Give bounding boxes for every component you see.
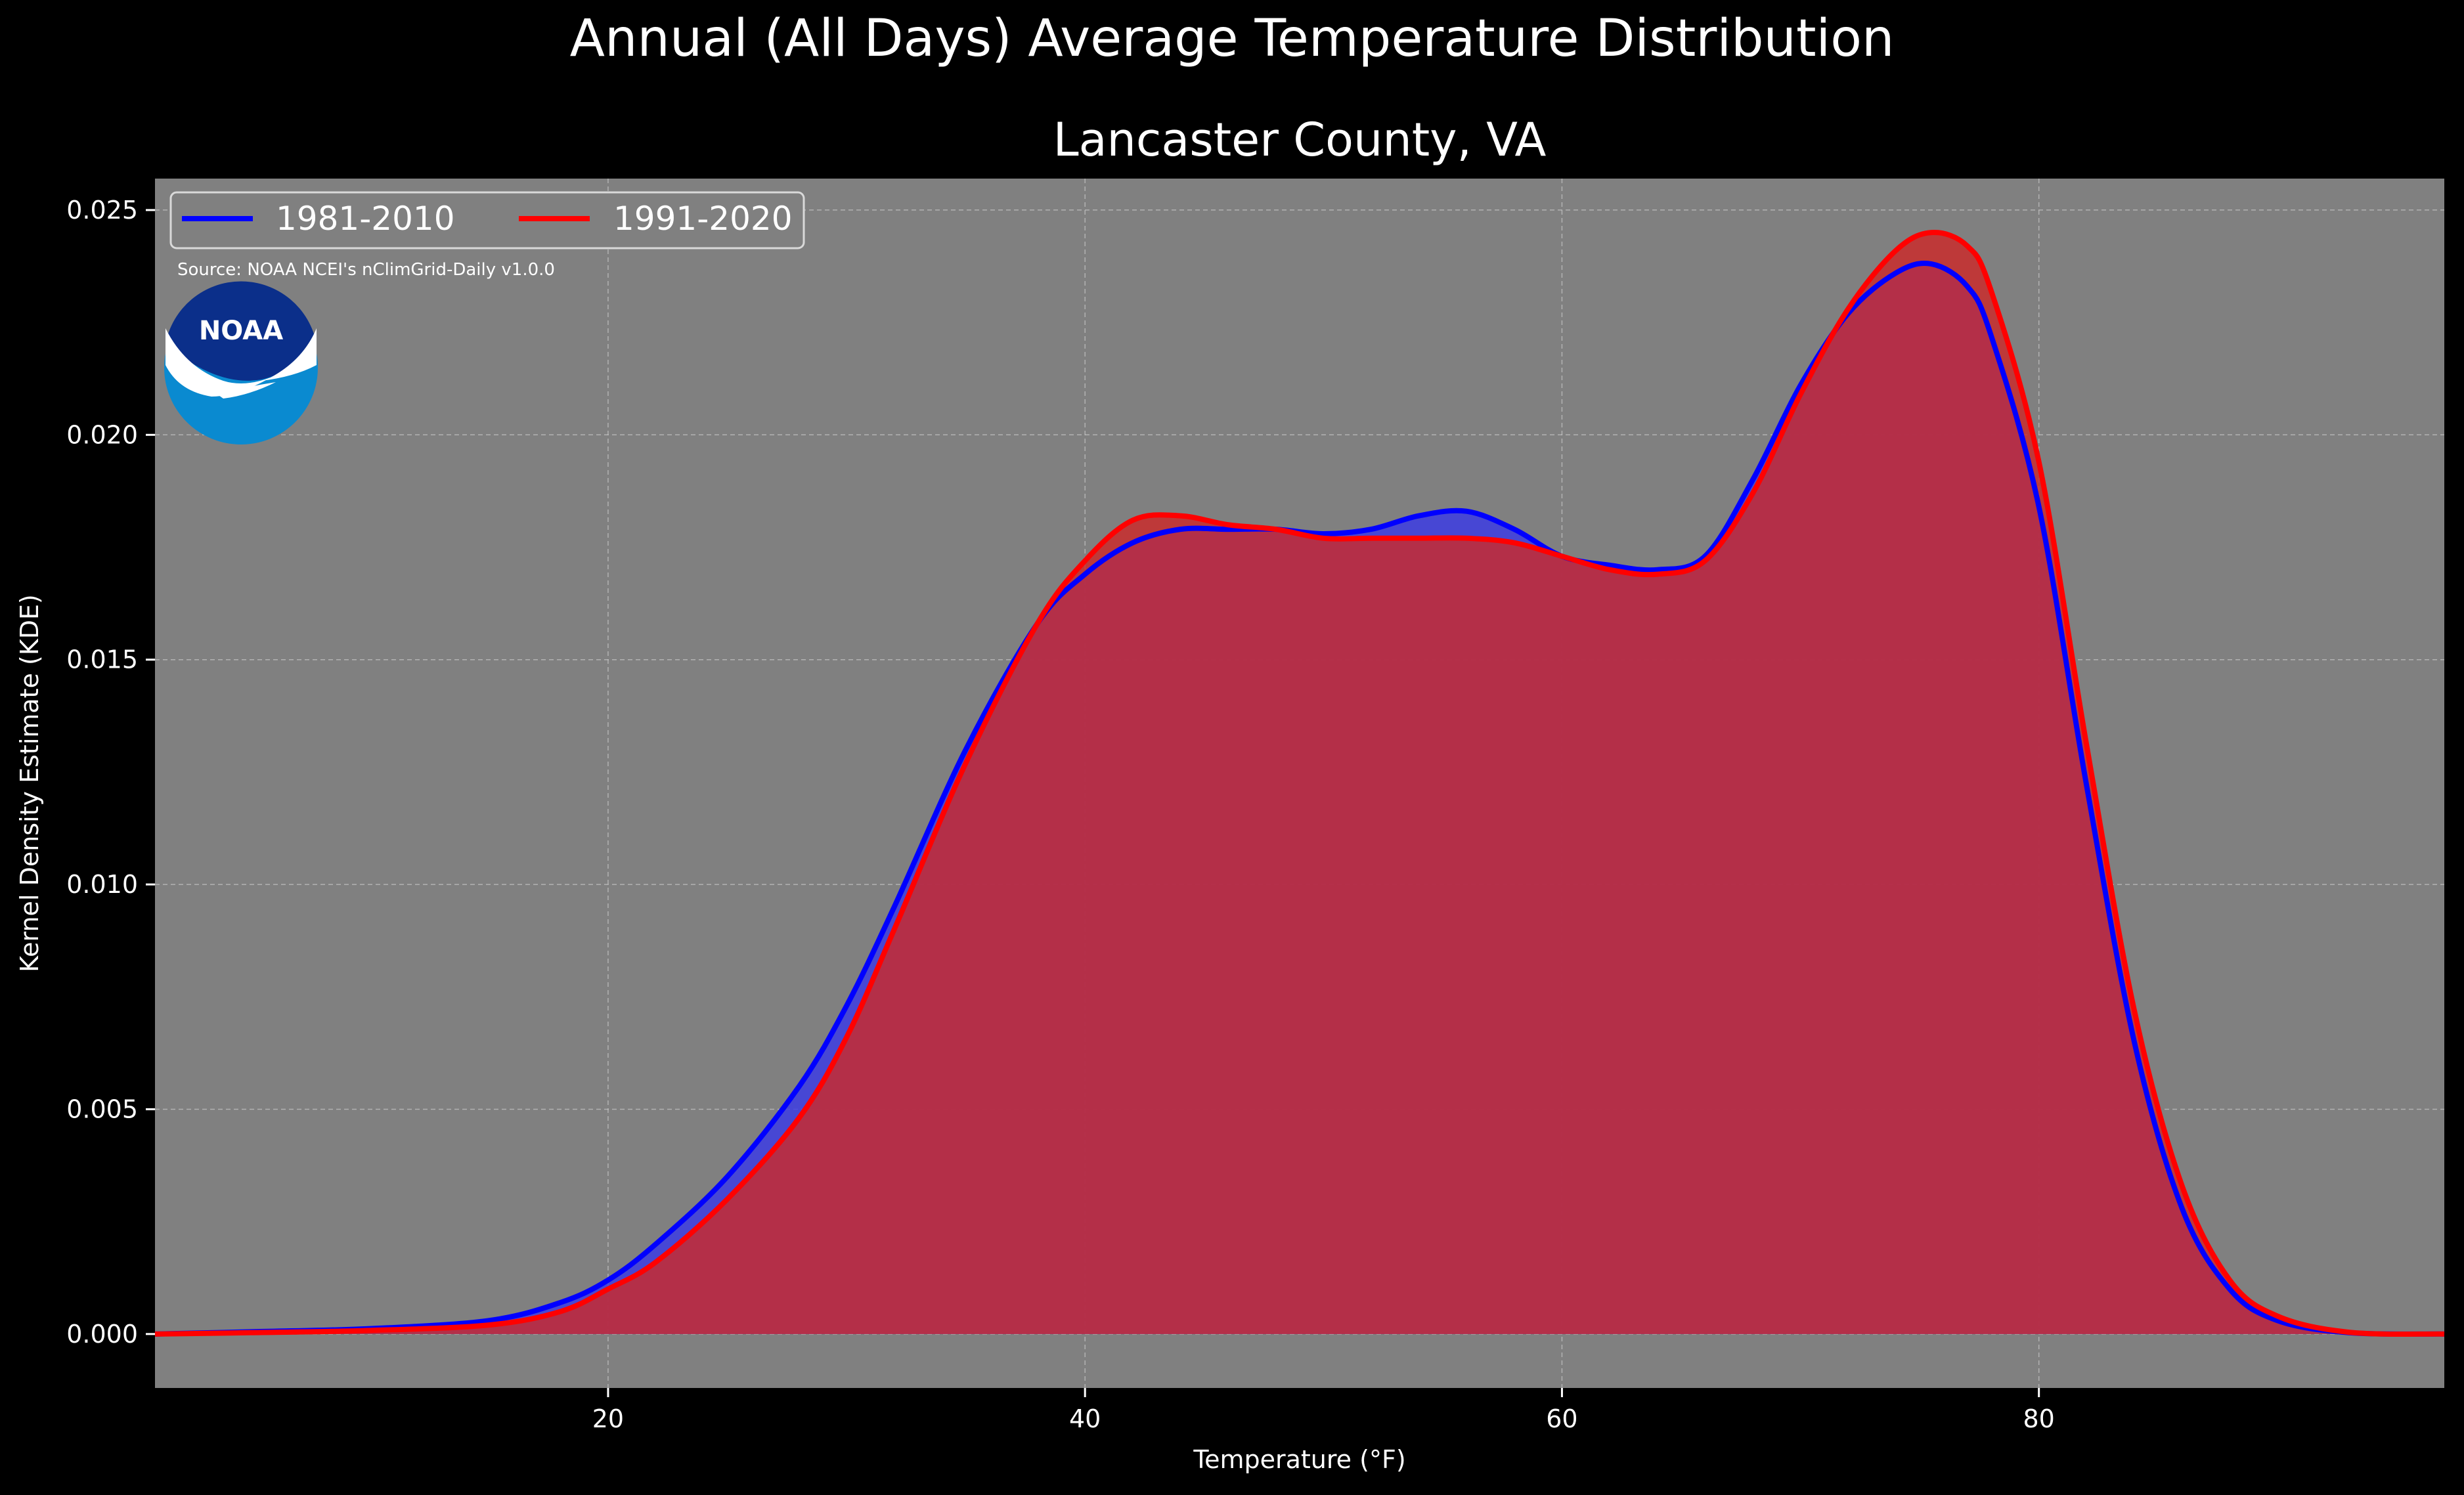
density-area-1991-2020: [155, 232, 2444, 1335]
x-axis-label: Temperature (°F): [1193, 1445, 1405, 1474]
density-areas: [155, 232, 2444, 1335]
y-tick-label: 0.000: [66, 1320, 138, 1349]
legend: 1981-2010 1991-2020: [169, 191, 805, 249]
density-line-1991-2020: [154, 230, 2445, 1337]
noaa-logo-text: NOAA: [199, 316, 283, 346]
legend-label-1991-2020: 1991-2020: [613, 200, 793, 238]
y-axis-ticks: 0.000 0.005 0.010 0.015 0.020 0.025: [66, 196, 155, 1349]
chart-title: Annual (All Days) Average Temperature Di…: [570, 9, 1895, 68]
x-tick-label: 80: [2023, 1404, 2055, 1433]
x-tick-label: 40: [1069, 1404, 1101, 1433]
x-tick-label: 20: [592, 1404, 624, 1433]
y-tick-label: 0.025: [66, 196, 138, 225]
density-lines: [154, 230, 2445, 1337]
legend-box: [169, 191, 805, 249]
y-tick-label: 0.015: [66, 645, 138, 674]
y-tick-label: 0.005: [66, 1094, 138, 1123]
y-tick-label: 0.020: [66, 420, 138, 449]
x-axis-ticks: 20 40 60 80: [592, 1388, 2055, 1433]
noaa-logo-icon: NOAA: [164, 281, 318, 444]
x-tick-label: 60: [1546, 1404, 1577, 1433]
y-tick-label: 0.010: [66, 870, 138, 899]
legend-label-1981-2010: 1981-2010: [276, 200, 455, 238]
y-axis-label: Kernel Density Estimate (KDE): [15, 594, 44, 972]
density-line-1981-2010: [154, 261, 2445, 1337]
chart-subtitle: Lancaster County, VA: [1053, 113, 1547, 167]
source-note: Source: NOAA NCEI's nClimGrid-Daily v1.0…: [177, 260, 555, 280]
